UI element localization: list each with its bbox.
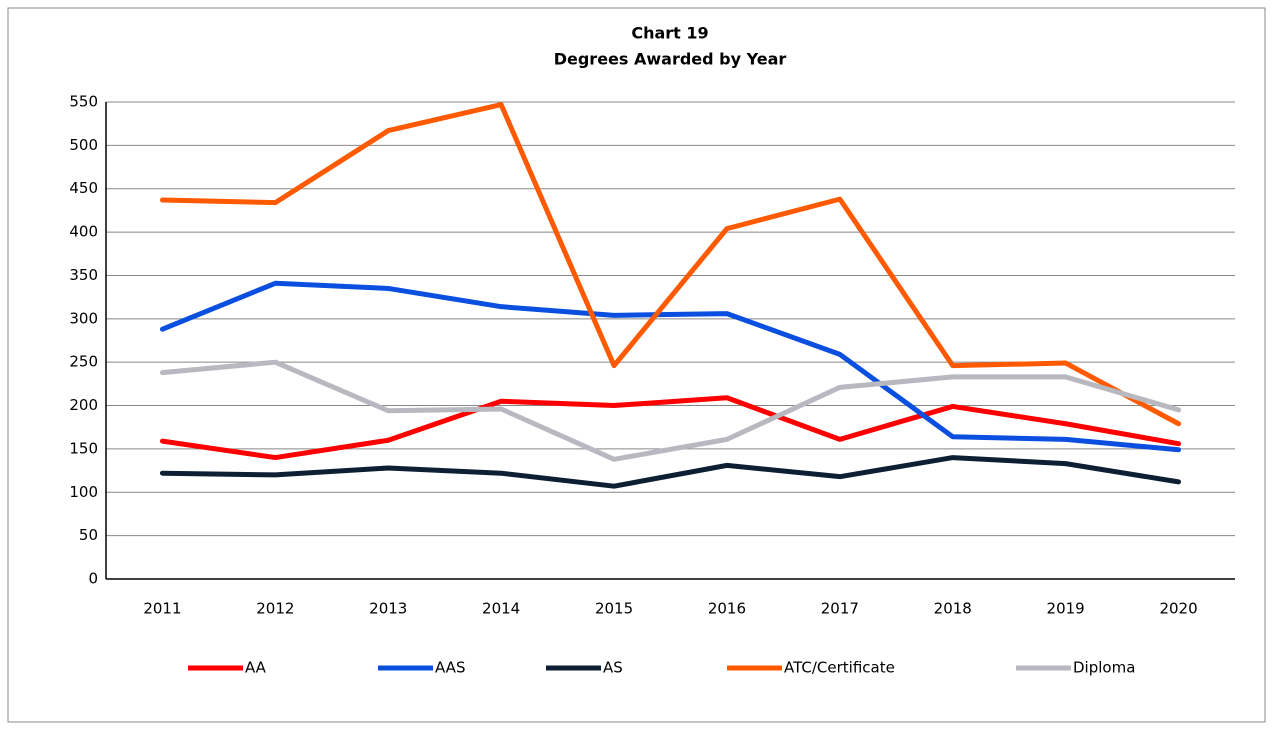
y-tick-label: 50	[79, 526, 98, 544]
chart-title: Chart 19	[631, 24, 708, 43]
x-tick-label: 2015	[595, 600, 633, 618]
series-line	[159, 395, 1182, 461]
series-line	[159, 280, 1182, 453]
series-line	[159, 359, 1182, 462]
y-tick-label: 100	[69, 483, 98, 501]
x-tick-label: 2019	[1047, 600, 1085, 618]
y-tick-label: 250	[69, 353, 98, 371]
legend-label: AAS	[435, 659, 465, 677]
series-line	[159, 455, 1182, 489]
y-tick-label: 0	[88, 570, 98, 588]
y-tick-label: 550	[69, 93, 98, 111]
legend-label: Diploma	[1073, 659, 1135, 677]
legend-label: AS	[603, 659, 623, 677]
legend-label: AA	[245, 659, 267, 677]
x-tick-label: 2020	[1159, 600, 1197, 618]
legend-label: ATC/Certificate	[784, 659, 895, 677]
x-tick-label: 2011	[143, 600, 181, 618]
y-tick-label: 200	[69, 396, 98, 414]
x-tick-label: 2016	[708, 600, 746, 618]
y-tick-label: 500	[69, 136, 98, 154]
series-line	[159, 102, 1182, 427]
y-tick-label: 350	[69, 266, 98, 284]
chart-subtitle: Degrees Awarded by Year	[554, 50, 787, 69]
x-tick-label: 2017	[821, 600, 859, 618]
x-tick-label: 2012	[256, 600, 294, 618]
y-tick-label: 300	[69, 309, 98, 327]
x-tick-label: 2013	[369, 600, 407, 618]
y-tick-label: 400	[69, 223, 98, 241]
y-tick-label: 450	[69, 179, 98, 197]
y-tick-label: 150	[69, 439, 98, 457]
x-tick-label: 2018	[934, 600, 972, 618]
x-tick-label: 2014	[482, 600, 520, 618]
